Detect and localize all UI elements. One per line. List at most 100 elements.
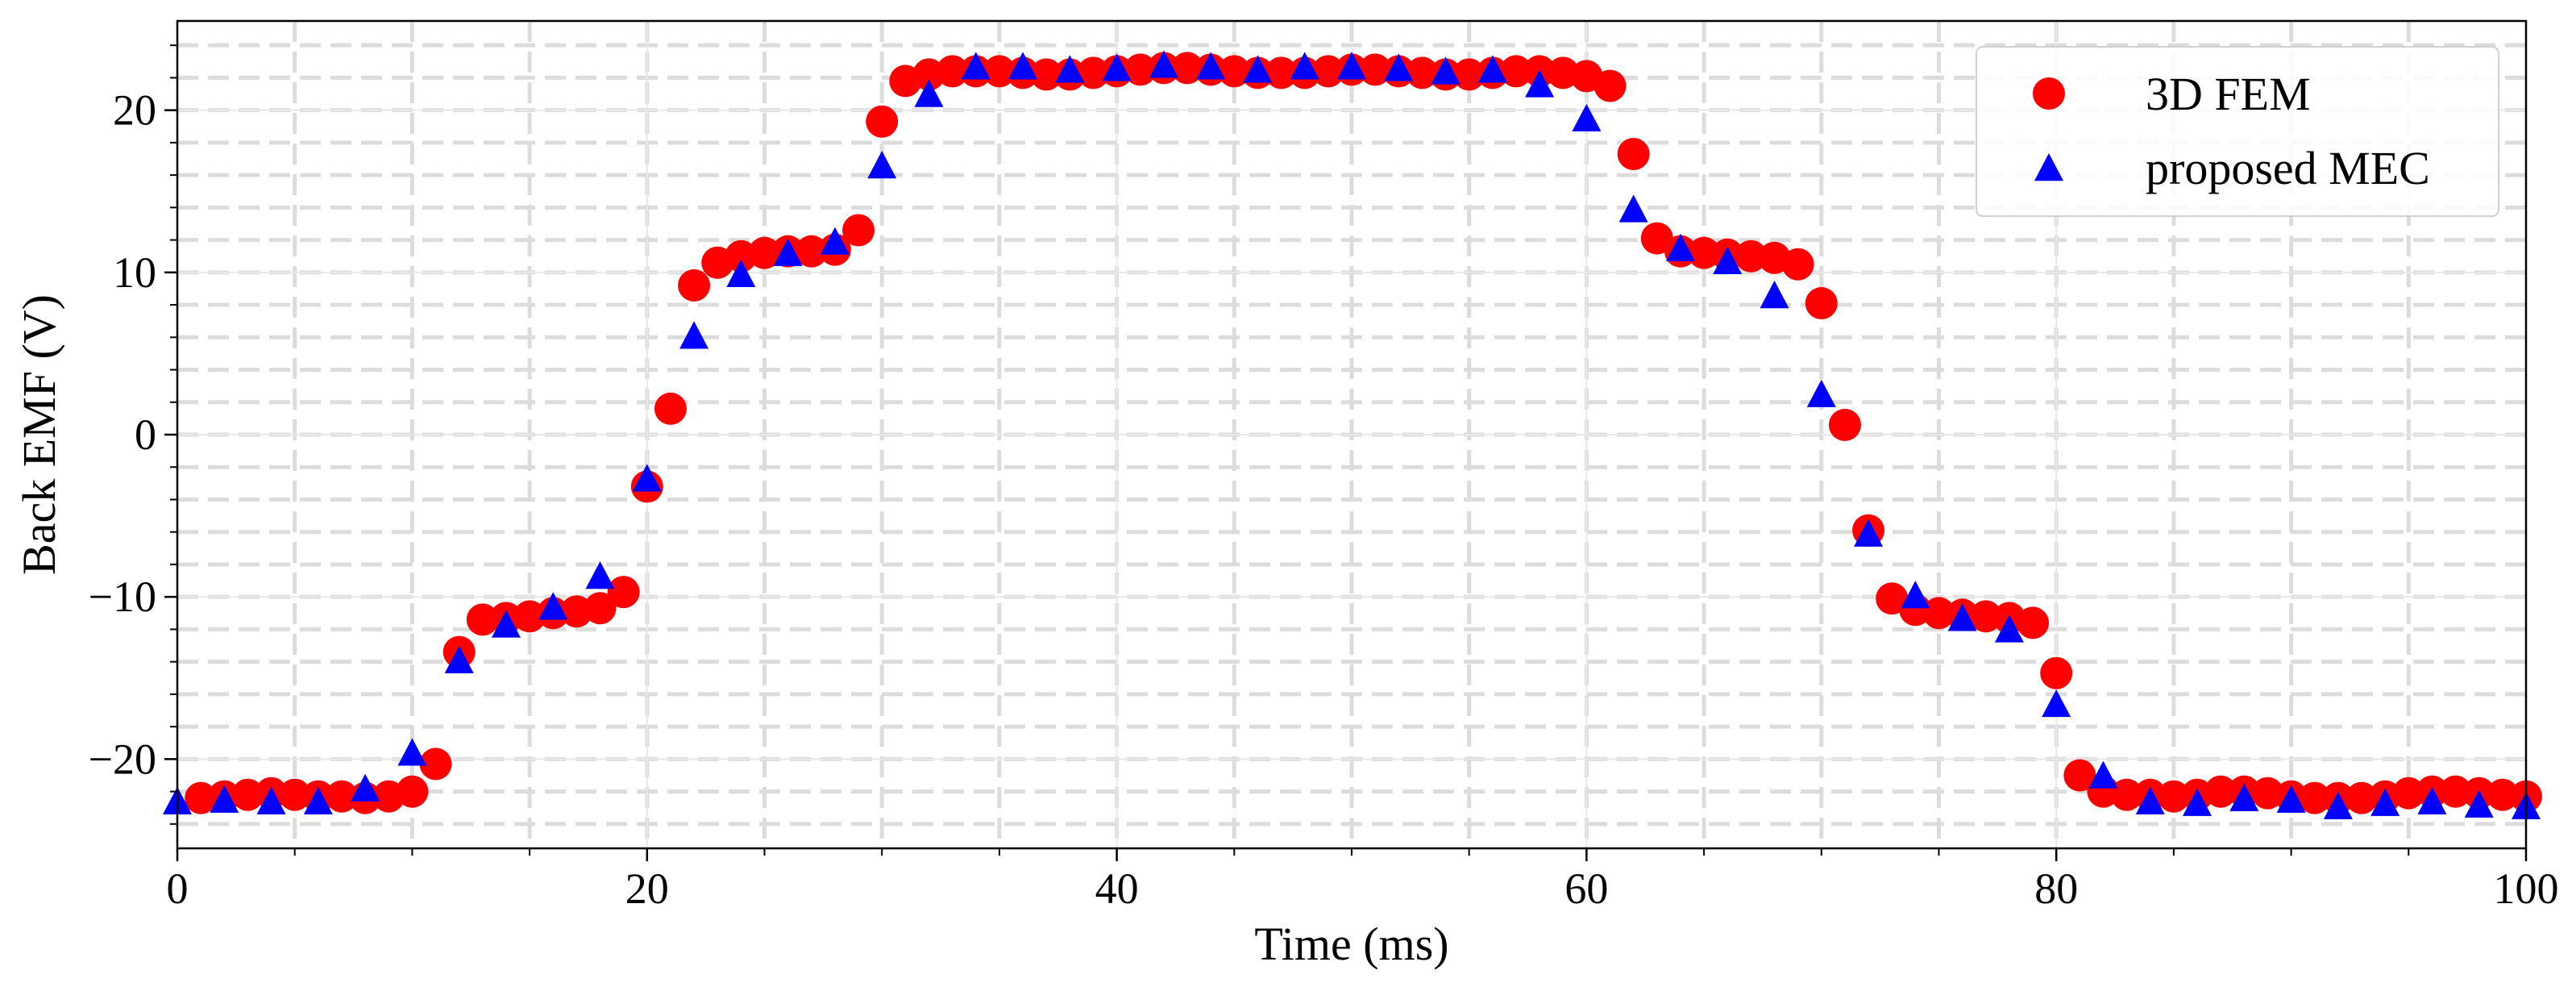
mec-point: [1994, 614, 2024, 643]
mec-point: [585, 561, 615, 589]
mec-point: [1760, 280, 1789, 309]
fem-point: [1171, 52, 1204, 85]
mec-point: [2370, 788, 2400, 816]
fem-point: [1922, 597, 1955, 630]
mec-point: [726, 259, 756, 288]
fem-point: [912, 58, 945, 91]
fem-point: [513, 600, 546, 633]
y-tick-label: −10: [89, 573, 156, 621]
mec-point: [773, 238, 803, 266]
fem-point: [1077, 56, 1110, 90]
x-tick-label: 40: [1095, 864, 1139, 913]
fem-point: [1499, 55, 1532, 88]
mec-point: [351, 773, 380, 802]
mec-point: [1947, 603, 1977, 631]
fem-point: [842, 214, 875, 247]
fem-point: [1124, 53, 1157, 86]
mec-point: [2042, 689, 2071, 718]
fem-point: [1030, 58, 1063, 91]
fem-point: [607, 576, 640, 609]
legend-circle-marker: [2033, 77, 2065, 110]
mec-point: [1713, 246, 1743, 274]
fem-point: [1593, 69, 1627, 102]
ticks-layer: 0 20 40 60 80 100 −20 −10 0 10 20: [89, 44, 2559, 913]
mec-point: [914, 79, 944, 107]
mec-point: [2276, 785, 2306, 813]
fem-point: [231, 778, 264, 811]
fem-point: [2392, 777, 2425, 810]
mec-point: [2183, 788, 2212, 816]
mec-point: [1477, 55, 1507, 83]
fem-point: [1805, 287, 1838, 320]
mec-point: [444, 645, 474, 673]
mec-point: [1901, 581, 1930, 609]
fem-point: [725, 240, 758, 273]
mec-point: [210, 785, 239, 813]
fem-point: [1406, 56, 1439, 90]
x-tick-label: 80: [2034, 864, 2078, 913]
fem-point: [560, 595, 593, 628]
mec-point: [1102, 53, 1132, 81]
mec-point: [1854, 519, 1884, 547]
fem-point: [1359, 53, 1392, 86]
fem-point: [2204, 775, 2237, 808]
fem-point: [654, 392, 687, 425]
fem-point: [1547, 56, 1580, 90]
mec-point: [1243, 55, 1273, 83]
series-proposed-mec: [163, 50, 2541, 819]
mec-point: [1665, 233, 1695, 261]
fem-point: [2298, 781, 2331, 814]
fem-point: [325, 780, 358, 813]
mec-point: [1149, 50, 1178, 78]
fem-point: [678, 269, 711, 302]
y-tick-label: 20: [113, 86, 156, 135]
fem-point: [466, 603, 499, 636]
mec-point: [1196, 52, 1226, 80]
fem-point: [2486, 778, 2519, 811]
fem-point: [748, 236, 781, 269]
x-tick-label: 60: [1564, 864, 1608, 913]
legend-triangle-marker: [2034, 153, 2063, 181]
mec-point: [303, 786, 333, 814]
mec-point: [2135, 786, 2165, 814]
mec-point: [679, 321, 709, 349]
y-tick-label: 0: [135, 410, 156, 459]
fem-point: [1311, 55, 1344, 88]
mec-point: [1384, 53, 1414, 81]
fem-point: [2040, 656, 2073, 689]
mec-point: [1008, 52, 1038, 80]
mec-point: [2323, 791, 2353, 819]
legend-marker-3d-fem: [2033, 77, 2065, 110]
fem-point: [1640, 222, 1673, 255]
mec-point: [961, 52, 991, 80]
mec-point: [491, 610, 521, 638]
mec-point: [256, 786, 286, 814]
legend-label-proposed-mec: proposed MEC: [2146, 142, 2430, 194]
y-tick-label: 10: [113, 248, 156, 297]
mec-point: [2088, 760, 2118, 789]
fem-point: [936, 55, 969, 88]
fem-point: [1265, 56, 1298, 90]
fem-point: [278, 778, 311, 811]
fem-point: [2251, 777, 2284, 810]
mec-point: [2417, 786, 2447, 814]
fem-point: [1969, 600, 2002, 633]
fem-point: [2017, 606, 2050, 639]
fem-point: [1828, 408, 1861, 441]
mec-point: [538, 592, 568, 620]
fem-point: [185, 781, 218, 814]
x-tick-label: 0: [167, 864, 189, 913]
fem-point: [584, 592, 617, 625]
legend-label-3d-fem: 3D FEM: [2146, 68, 2311, 120]
mec-point: [820, 227, 850, 255]
mec-point: [1337, 52, 1366, 80]
fem-point: [1688, 236, 1721, 269]
fem-point: [866, 105, 899, 138]
fem-point: [795, 235, 828, 268]
y-tick-label: −20: [89, 735, 156, 783]
fem-point: [419, 748, 452, 781]
mec-point: [1572, 103, 1602, 131]
fem-point: [1735, 240, 1768, 273]
